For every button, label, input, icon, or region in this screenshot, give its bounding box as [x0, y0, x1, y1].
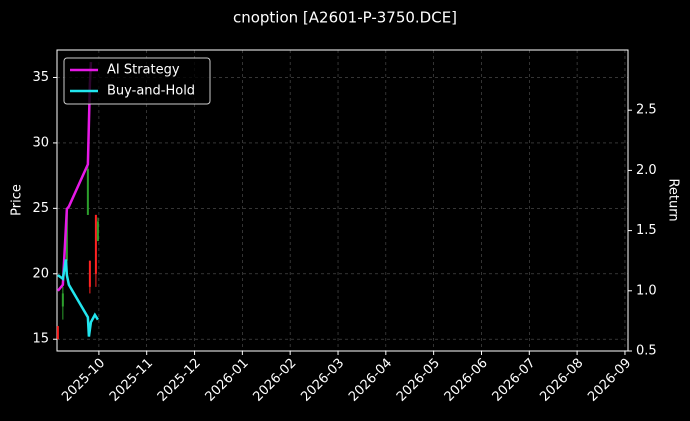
candle-body	[86, 169, 89, 215]
candle-body	[88, 260, 91, 287]
candle-body	[56, 326, 59, 340]
x-tick-label: 2025-10	[59, 356, 108, 405]
candle-body	[94, 214, 97, 274]
y-tick-label: 25	[32, 201, 49, 216]
chart-title: cnoption [A2601-P-3750.DCE]	[233, 9, 457, 27]
y2-tick-label: 0.5	[636, 344, 657, 359]
y-axis-label: Price	[10, 184, 25, 216]
legend-label: AI Strategy	[107, 63, 180, 78]
x-tick-label: 2026-07	[490, 356, 539, 405]
y-tick-label: 30	[32, 135, 49, 150]
y-tick-label: 20	[32, 266, 49, 281]
y2-tick-label: 1.0	[636, 283, 657, 298]
y2-tick-label: 2.0	[636, 163, 657, 178]
x-tick-label: 2026-09	[585, 356, 634, 405]
legend-label: Buy-and-Hold	[107, 84, 195, 99]
return-line	[57, 259, 99, 337]
x-tick-label: 2025-11	[107, 356, 156, 405]
y2-tick-label: 1.5	[636, 223, 657, 238]
candle-body	[65, 210, 68, 261]
x-tick-label: 2026-08	[537, 356, 586, 405]
plot-frame	[56, 49, 629, 352]
x-tick-label: 2025-12	[155, 356, 204, 405]
y2-axis-label: Return	[666, 178, 681, 221]
y2-tick-label: 2.5	[636, 103, 657, 118]
legend-box	[63, 57, 211, 105]
x-tick-label: 2026-01	[203, 356, 252, 405]
y-tick-label: 15	[32, 332, 49, 347]
x-tick-label: 2026-02	[250, 356, 299, 405]
x-tick-label: 2026-04	[346, 356, 395, 405]
y-tick-label: 35	[32, 70, 49, 85]
candle-body	[61, 293, 64, 307]
x-tick-label: 2026-05	[394, 356, 443, 405]
x-tick-label: 2026-06	[442, 356, 491, 405]
x-tick-label: 2026-03	[298, 356, 347, 405]
candle-body	[96, 221, 99, 242]
